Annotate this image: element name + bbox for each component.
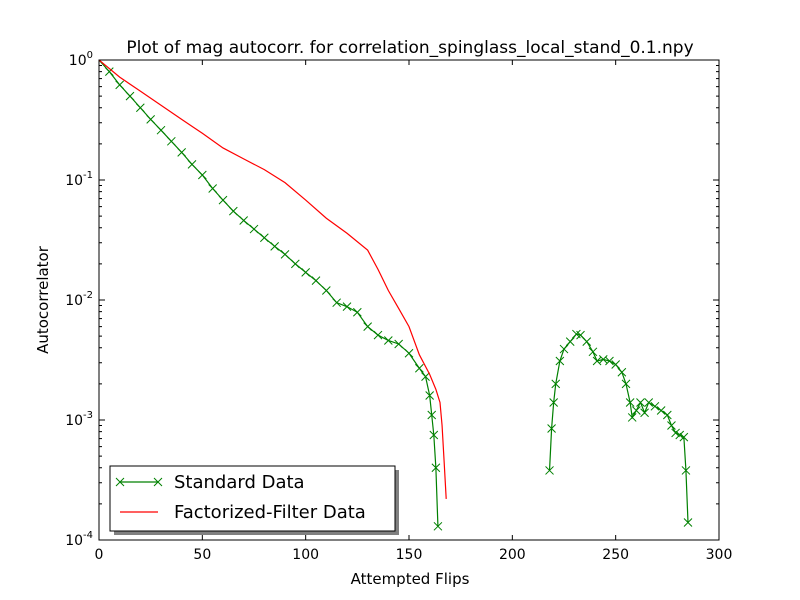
- x-axis-label: Attempted Flips: [351, 570, 470, 588]
- data-point: [311, 276, 321, 285]
- data-point: [177, 147, 187, 157]
- data-point: [431, 463, 441, 473]
- data-point: [667, 421, 676, 430]
- data-point: [249, 224, 259, 234]
- data-point: [115, 80, 125, 90]
- data-point: [547, 424, 556, 433]
- data-point: [598, 355, 608, 364]
- data-point: [197, 170, 207, 180]
- data-point: [605, 356, 614, 366]
- series-line-0-0: [99, 60, 439, 527]
- data-point: [321, 286, 331, 295]
- data-point: [656, 406, 666, 415]
- data-point: [239, 216, 249, 225]
- data-point: [592, 356, 602, 366]
- x-tick-label: 250: [602, 547, 629, 563]
- data-point: [551, 379, 561, 389]
- x-tick-label: 150: [396, 547, 423, 563]
- y-tick-label: 10-4: [65, 530, 93, 549]
- ticks-layer: 0 50 100 150 200 250 300 100 10-1 10-2 10-3 10-4: [65, 50, 732, 563]
- x-tick-label: 300: [706, 547, 733, 563]
- data-point: [363, 322, 373, 331]
- data-point: [621, 379, 631, 389]
- y-tick-label: 10-2: [65, 290, 93, 309]
- series-layer: [99, 60, 693, 531]
- data-point: [290, 259, 300, 269]
- data-point: [342, 302, 352, 312]
- data-point: [555, 356, 565, 366]
- data-point: [104, 67, 114, 76]
- data-point: [675, 430, 685, 440]
- x-tick-label: 0: [95, 547, 104, 563]
- y-axis-label: Autocorrelator: [34, 245, 52, 354]
- data-point: [421, 372, 430, 381]
- data-point: [625, 398, 635, 407]
- data-point: [545, 466, 554, 475]
- chart-title: Plot of mag autocorr. for correlation_sp…: [126, 38, 693, 58]
- x-tick-label: 200: [499, 547, 526, 563]
- data-point: [146, 115, 156, 124]
- series-line-0-1: [548, 333, 689, 523]
- data-point: [425, 391, 435, 400]
- data-point: [187, 160, 197, 169]
- data-point: [301, 267, 311, 277]
- y-tick-label: 10-1: [65, 170, 93, 189]
- data-point: [166, 136, 176, 146]
- legend-marker-0: [153, 477, 163, 487]
- data-point: [404, 348, 414, 358]
- series-line-1-0: [99, 60, 447, 499]
- data-point: [559, 344, 569, 354]
- data-point: [683, 518, 693, 527]
- data-point: [636, 398, 645, 407]
- data-point: [352, 307, 362, 317]
- series-1: [99, 60, 447, 499]
- data-point: [650, 401, 660, 411]
- data-point: [681, 466, 691, 475]
- series-0: [99, 60, 693, 531]
- data-point: [433, 521, 443, 531]
- data-point: [228, 206, 238, 216]
- data-point: [414, 363, 424, 373]
- data-point: [156, 125, 166, 135]
- data-point: [640, 408, 649, 418]
- data-point: [280, 250, 290, 259]
- y-tick-label: 10-3: [65, 410, 93, 429]
- data-point: [627, 413, 637, 422]
- data-point: [549, 398, 559, 407]
- data-point: [427, 410, 437, 420]
- data-point: [259, 233, 269, 243]
- data-point: [429, 430, 439, 440]
- data-point: [332, 298, 342, 308]
- data-point: [270, 241, 280, 251]
- x-tick-label: 50: [193, 547, 211, 563]
- legend-label-0: Standard Data: [174, 472, 305, 493]
- y-tick-label: 100: [69, 50, 93, 69]
- data-point: [611, 360, 621, 369]
- data-point: [383, 336, 393, 345]
- data-point: [582, 337, 592, 346]
- data-point: [394, 339, 404, 349]
- x-tick-label: 100: [292, 547, 319, 563]
- data-point: [218, 195, 228, 205]
- data-point: [373, 330, 383, 340]
- data-point: [135, 103, 145, 113]
- legend-box: [109, 465, 396, 532]
- data-point: [631, 406, 641, 415]
- data-point: [662, 410, 672, 420]
- data-point: [679, 432, 689, 442]
- data-point: [617, 367, 627, 377]
- data-point: [644, 398, 654, 407]
- data-point: [671, 428, 680, 438]
- data-point: [208, 184, 218, 193]
- data-point: [588, 347, 598, 357]
- legend-marker-0: [115, 477, 125, 487]
- legend-label-1: Factorized-Filter Data: [174, 502, 366, 523]
- data-point: [565, 337, 575, 346]
- data-point: [125, 91, 135, 101]
- legend: Standard Data Factorized-Filter Data: [109, 465, 399, 535]
